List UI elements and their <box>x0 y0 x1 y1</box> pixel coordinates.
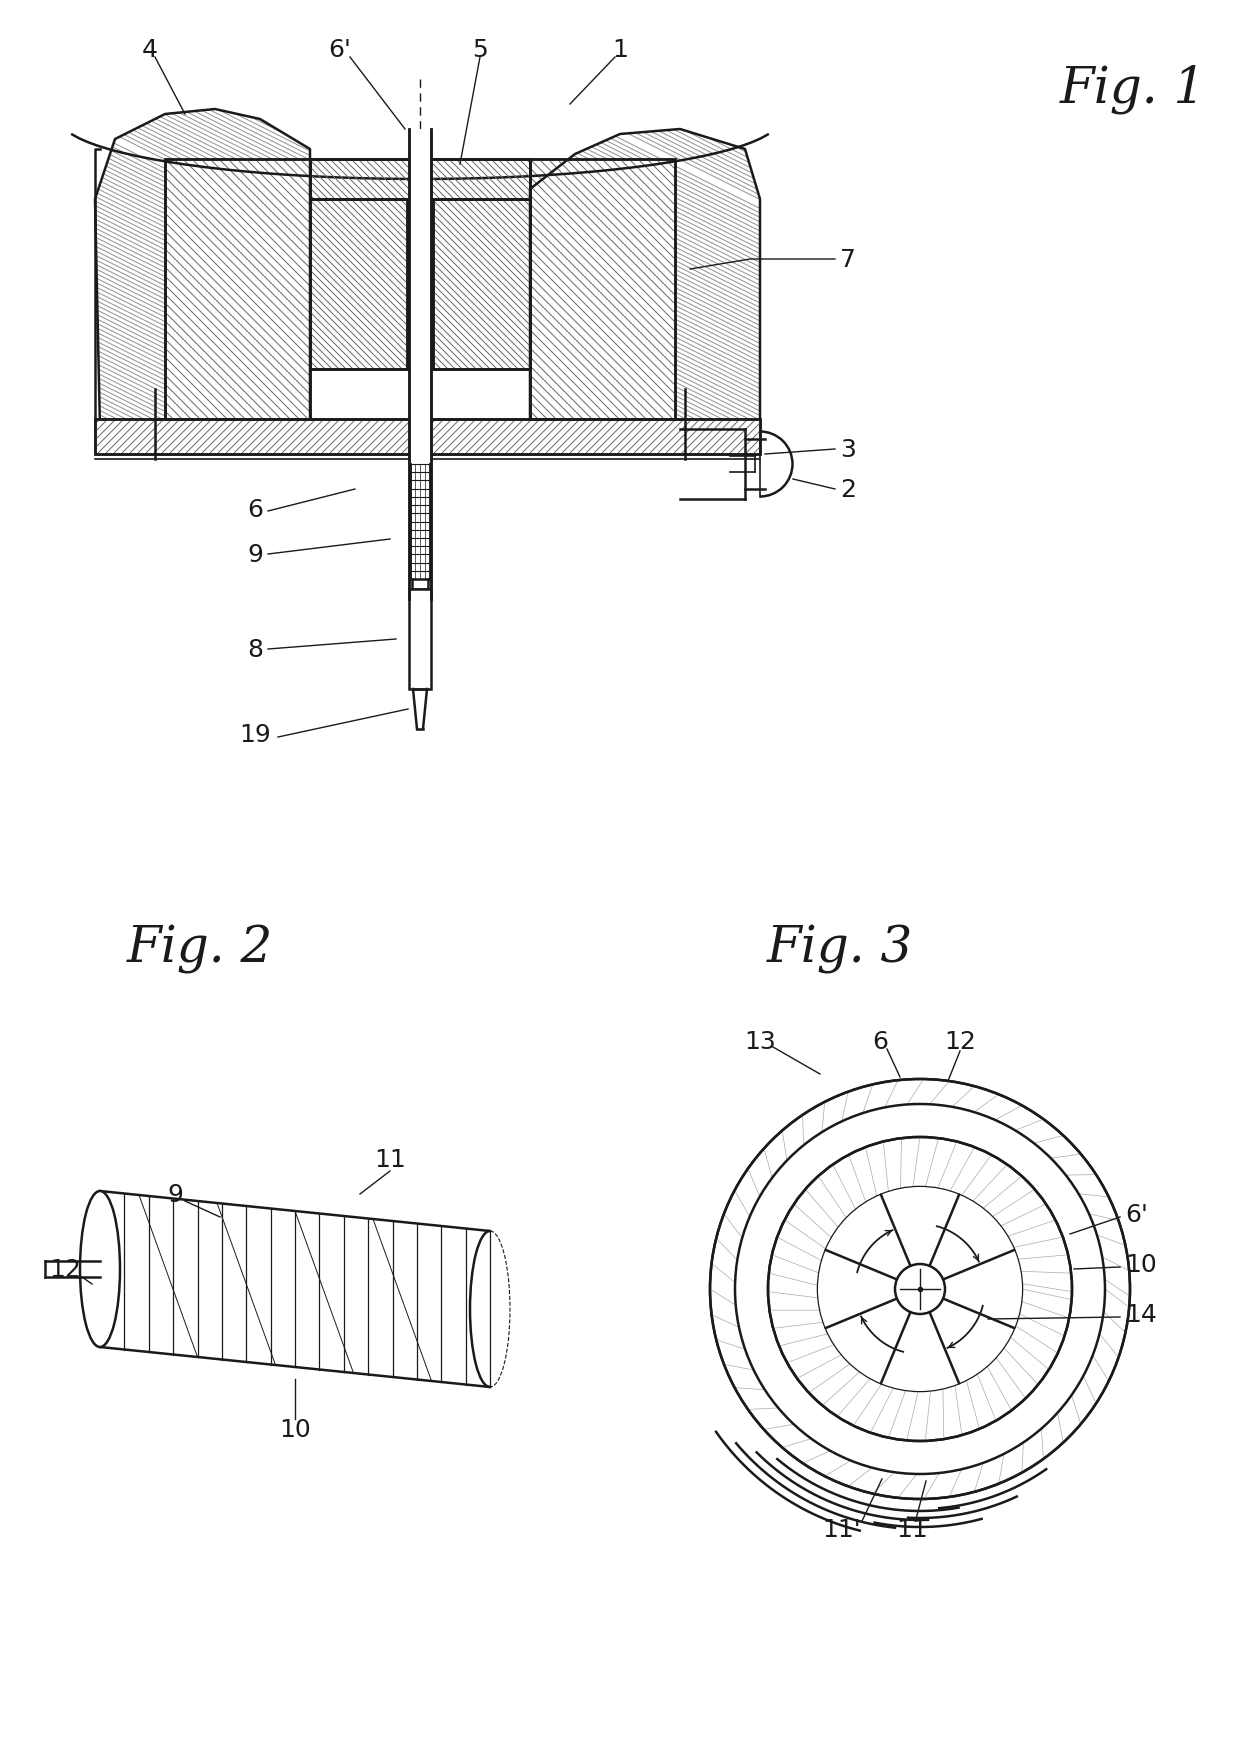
Text: 8: 8 <box>247 638 263 661</box>
Circle shape <box>818 1188 1022 1391</box>
Text: 12: 12 <box>50 1257 81 1282</box>
Ellipse shape <box>81 1191 120 1348</box>
Text: Fig. 2: Fig. 2 <box>126 925 273 974</box>
Text: 2: 2 <box>839 478 856 503</box>
Circle shape <box>735 1104 1105 1475</box>
Text: Fig. 3: Fig. 3 <box>766 925 913 974</box>
Bar <box>310 200 407 370</box>
Text: 9: 9 <box>167 1183 184 1207</box>
Text: 6: 6 <box>247 497 263 522</box>
Bar <box>529 160 675 419</box>
Bar <box>95 419 760 454</box>
Bar <box>433 200 529 370</box>
Text: 9: 9 <box>247 543 263 567</box>
Text: 6: 6 <box>872 1029 888 1054</box>
Text: 19: 19 <box>239 723 270 746</box>
Text: 11: 11 <box>897 1516 928 1541</box>
Bar <box>310 160 529 200</box>
Text: 6': 6' <box>329 38 351 63</box>
Polygon shape <box>100 1191 490 1388</box>
Bar <box>310 200 407 370</box>
Bar <box>310 160 529 200</box>
Text: 4: 4 <box>143 38 157 63</box>
Circle shape <box>768 1137 1073 1442</box>
Bar <box>165 160 310 419</box>
Text: 1: 1 <box>613 38 627 63</box>
Circle shape <box>818 1188 1022 1391</box>
Text: 13: 13 <box>744 1029 776 1054</box>
Bar <box>433 200 529 370</box>
Bar <box>165 160 310 419</box>
Bar <box>310 160 529 370</box>
Circle shape <box>711 1080 1130 1499</box>
Text: 14: 14 <box>1125 1303 1157 1327</box>
Text: 10: 10 <box>1125 1252 1157 1276</box>
Text: 3: 3 <box>839 438 856 463</box>
Bar <box>410 464 430 579</box>
Bar <box>529 160 675 419</box>
Bar <box>95 419 760 454</box>
Text: Fig. 1: Fig. 1 <box>1060 64 1207 115</box>
Text: 10: 10 <box>279 1417 311 1442</box>
Text: 11: 11 <box>374 1148 405 1172</box>
Text: 11': 11' <box>822 1516 862 1541</box>
Text: 7: 7 <box>839 249 856 271</box>
Text: 5: 5 <box>472 38 487 63</box>
Bar <box>409 130 432 600</box>
Text: 12: 12 <box>944 1029 976 1054</box>
Bar <box>409 590 432 690</box>
Text: 6': 6' <box>1125 1202 1148 1226</box>
Circle shape <box>895 1264 945 1315</box>
